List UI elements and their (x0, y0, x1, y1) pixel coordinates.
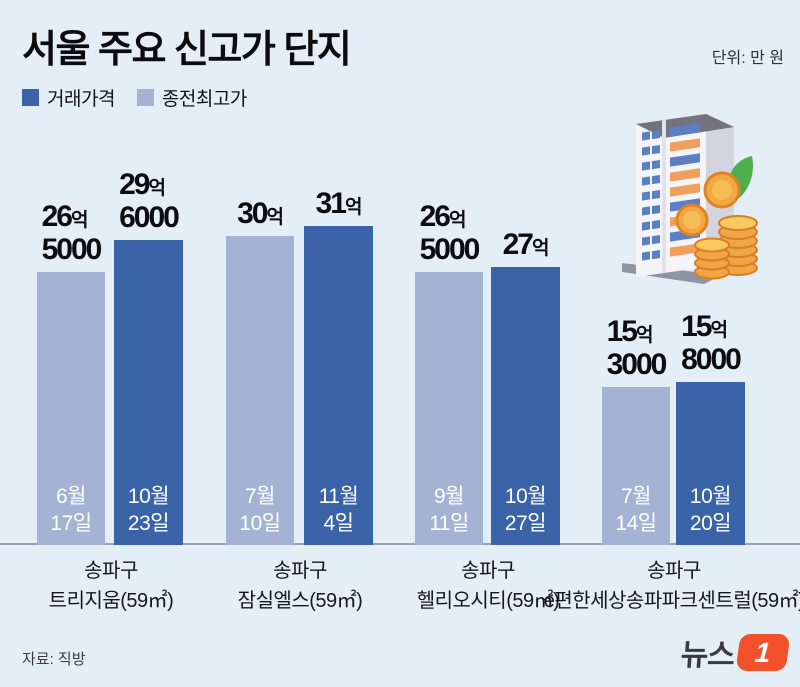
axis-baseline (0, 543, 800, 545)
bar-transaction: 11월 4일 (304, 226, 373, 545)
bar-date-label: 7월 14일 (615, 485, 657, 535)
bar-date-label: 9월 11일 (429, 485, 469, 535)
bar-value-label: 30억 (237, 196, 284, 230)
bar-date-label: 10월 23일 (127, 485, 170, 535)
bar-previous-max: 7월 10일 (226, 236, 294, 545)
unit-label: 단위: 만 원 (711, 50, 784, 67)
bar-date-label: 7월 10일 (239, 485, 281, 535)
bar-value-label: 31억 (315, 186, 363, 220)
bar-previous-max: 7월 14일 (602, 387, 670, 545)
legend-swatch-previous (136, 89, 154, 106)
news1-logo: 뉴스 1 (679, 630, 791, 674)
bar-value-label: 26억 5000 (419, 200, 481, 266)
bar-value-label: 26억 5000 (41, 200, 103, 266)
bar-transaction: 10월 27일 (491, 267, 560, 545)
category-label: 송파구 트리지움(59㎡) (48, 560, 174, 612)
legend-swatch-transaction (22, 89, 39, 106)
bar-value-label: 15억 8000 (681, 310, 742, 376)
bar-value-label: 27억 (502, 227, 550, 261)
building-coins-illustration (622, 114, 758, 284)
category-label: 송파구 잠실엘스(59㎡) (237, 560, 363, 612)
bar-value-label: 15억 3000 (606, 315, 668, 381)
bar-previous-max: 6월 17일 (37, 272, 105, 545)
bar-date-label: 6월 17일 (50, 485, 92, 535)
bar-value-label: 29억 6000 (119, 168, 180, 234)
news1-logo-badge: 1 (735, 633, 791, 671)
bar-transaction: 10월 23일 (114, 240, 183, 545)
chart-area: 6월 17일 26억 5000 10월 23일 29억 6000 7월 10일 30억 11월 4일 31… (37, 168, 745, 545)
category-label: 송파구 e편한세상송파파크센트럴(59㎡) (543, 560, 800, 612)
bar-date-label: 10월 20일 (689, 485, 732, 535)
news1-logo-text: 뉴스 (679, 639, 735, 672)
page-title: 서울 주요 신고가 단지 (22, 29, 352, 71)
source-label: 자료: 직방 (22, 651, 86, 668)
bar-transaction: 10월 20일 (676, 382, 745, 545)
bar-date-label: 10월 27일 (504, 485, 547, 535)
legend-label-previous: 종전최고가 (161, 89, 247, 110)
legend: 거래가격 종전최고가 (22, 84, 261, 111)
bar-date-label: 11월 4일 (318, 485, 359, 535)
legend-label-transaction: 거래가격 (47, 89, 115, 110)
bar-previous-max: 9월 11일 (415, 272, 483, 545)
category-label: 송파구 헬리오시티(59㎡) (416, 560, 560, 612)
